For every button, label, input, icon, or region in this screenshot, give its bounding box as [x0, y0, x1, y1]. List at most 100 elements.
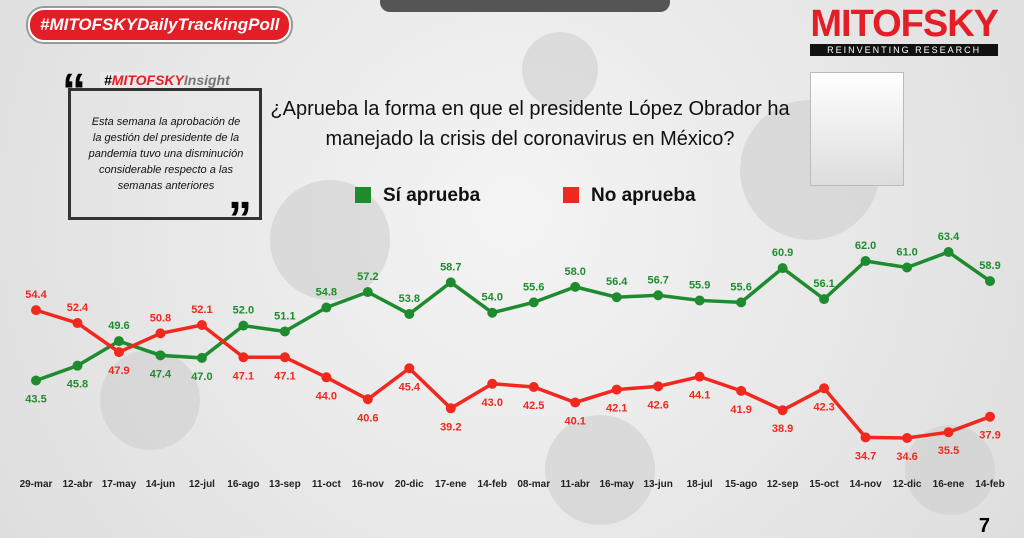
data-label: 45.8: [67, 379, 88, 391]
insight-line: considerable respecto a las: [99, 164, 233, 176]
point: [736, 297, 747, 308]
point: [819, 383, 830, 394]
point: [445, 277, 456, 288]
x-tick-label: 12-jul: [189, 479, 215, 490]
data-label: 62.0: [855, 240, 876, 252]
x-tick-label: 11-abr: [560, 479, 590, 490]
data-label: 58.0: [565, 266, 586, 278]
legend-label: Sí aprueba: [383, 185, 481, 206]
data-label: 55.6: [523, 281, 544, 293]
point: [611, 384, 622, 395]
point: [362, 287, 373, 298]
point: [694, 371, 705, 382]
data-label: 53.8: [399, 293, 420, 305]
insight-line: pandemia tuvo una disminución: [88, 148, 244, 160]
data-label: 42.6: [647, 399, 668, 411]
point: [238, 320, 249, 331]
point: [985, 411, 995, 422]
x-tick-label: 17-may: [102, 479, 137, 490]
data-label: 54.4: [25, 289, 47, 301]
point: [819, 294, 830, 305]
point: [279, 352, 290, 363]
data-label: 47.9: [108, 365, 129, 377]
data-label: 49.6: [108, 320, 129, 332]
insight-line: la gestión del presidente de la: [92, 132, 240, 144]
point: [155, 328, 166, 339]
x-tick-label: 18-jul: [687, 479, 713, 490]
data-label: 55.9: [689, 279, 710, 291]
data-label: 43.0: [482, 397, 503, 409]
data-label: 57.2: [357, 271, 378, 283]
logo-tagline: REINVENTING RESEARCH: [810, 44, 998, 56]
data-label: 58.9: [979, 260, 1000, 272]
x-tick-label: 29-mar: [20, 479, 53, 490]
data-label: 42.1: [606, 403, 627, 415]
page-number: 7: [978, 515, 990, 537]
x-tick-label: 17-ene: [435, 479, 467, 490]
data-label: 61.0: [896, 247, 917, 259]
data-label: 54.8: [316, 287, 337, 299]
point: [113, 347, 124, 358]
data-label: 42.5: [523, 400, 544, 412]
x-tick-label: 16-ene: [933, 479, 965, 490]
x-tick-label: 08-mar: [517, 479, 550, 490]
data-label: 42.3: [813, 401, 834, 413]
data-label: 54.0: [482, 292, 503, 304]
data-label: 52.1: [191, 304, 212, 316]
x-tick-label: 20-dic: [395, 479, 424, 490]
point: [321, 372, 332, 383]
x-tick-label: 14-feb: [478, 479, 507, 490]
point: [694, 295, 705, 306]
data-label: 35.5: [938, 445, 959, 457]
point: [653, 381, 664, 392]
point: [155, 350, 166, 361]
point: [570, 281, 581, 292]
data-label: 45.4: [399, 381, 421, 393]
data-label: 47.0: [191, 371, 212, 383]
logo-text: MITOFSKY: [810, 3, 999, 45]
data-label: 56.7: [647, 274, 668, 286]
data-label: 44.1: [689, 390, 710, 402]
legend-swatch: [355, 187, 371, 203]
insight-brand: MITOFSKY: [111, 72, 184, 88]
point: [943, 427, 954, 438]
legend-swatch: [563, 187, 579, 203]
data-label: 38.9: [772, 423, 793, 435]
point: [943, 247, 954, 257]
point: [72, 318, 83, 329]
insight-box: [68, 88, 262, 220]
point: [72, 360, 83, 371]
data-label: 52.0: [233, 305, 254, 317]
point: [611, 292, 622, 303]
point: [238, 352, 249, 363]
point: [279, 326, 290, 337]
point: [528, 297, 539, 308]
data-label: 56.4: [606, 276, 628, 288]
data-label: 40.1: [565, 415, 586, 427]
data-label: 47.4: [150, 368, 172, 380]
point: [445, 403, 456, 414]
insight-line: Esta semana la aprobación de: [91, 116, 241, 128]
data-label: 51.1: [274, 310, 295, 322]
x-tick-label: 15-ago: [725, 479, 757, 490]
point: [196, 319, 207, 330]
x-tick-label: 14-jun: [146, 479, 175, 490]
x-tick-label: 16-ago: [227, 479, 259, 490]
point: [902, 433, 913, 443]
point: [321, 302, 332, 313]
point: [570, 397, 581, 408]
point: [860, 432, 871, 443]
data-label: 34.7: [855, 450, 876, 462]
insight-hash: #: [104, 72, 112, 88]
insight-text: Esta semana la aprobación de la gestión d…: [80, 114, 252, 194]
point: [653, 290, 664, 301]
data-label: 50.8: [150, 312, 171, 324]
logo: MITOFSKY REINVENTING RESEARCH: [810, 3, 999, 56]
point: [31, 375, 41, 386]
quote-open: “: [62, 65, 86, 118]
x-tick-label: 13-jun: [643, 479, 672, 490]
point: [113, 336, 124, 347]
data-label: 39.2: [440, 421, 461, 433]
